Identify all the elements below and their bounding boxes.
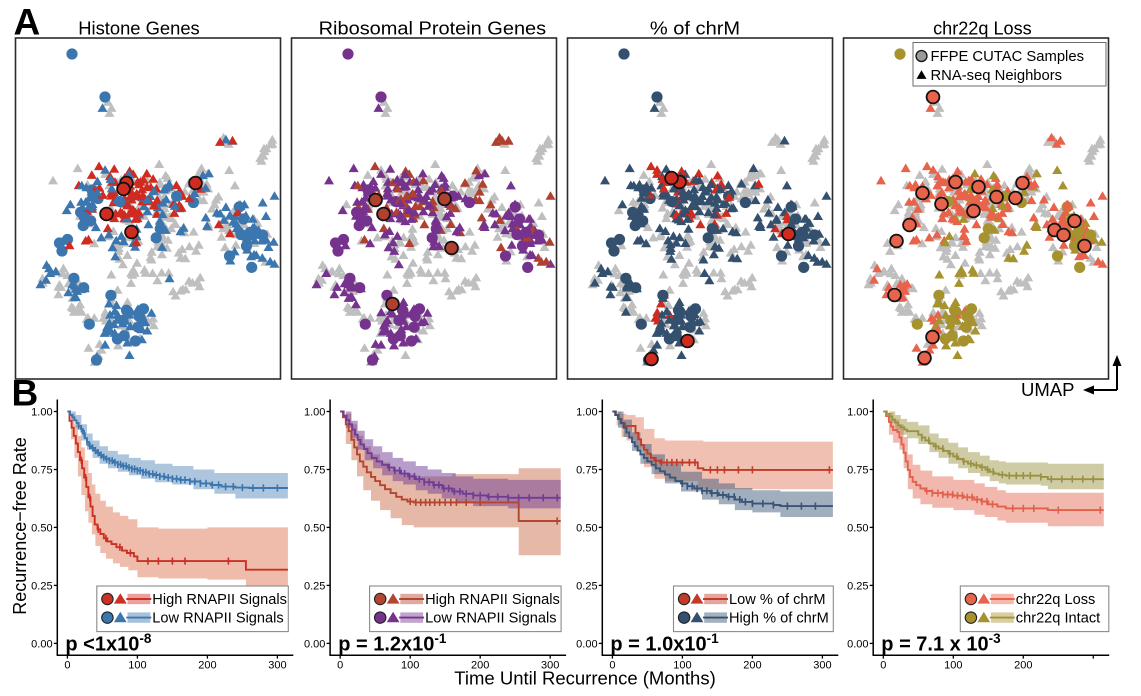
svg-text:0.25: 0.25 bbox=[31, 580, 52, 592]
svg-text:0.75: 0.75 bbox=[304, 465, 325, 477]
svg-text:A: A bbox=[14, 2, 41, 43]
svg-text:p = 7.1 x 10-3: p = 7.1 x 10-3 bbox=[881, 631, 1001, 656]
svg-text:300: 300 bbox=[268, 660, 286, 672]
svg-text:0.00: 0.00 bbox=[576, 638, 597, 650]
svg-text:FFPE CUTAC Samples: FFPE CUTAC Samples bbox=[931, 49, 1084, 65]
svg-text:300: 300 bbox=[813, 660, 831, 672]
svg-text:Low RNAPII Signals: Low RNAPII Signals bbox=[425, 611, 556, 627]
svg-text:100: 100 bbox=[401, 660, 419, 672]
svg-text:chr22q Loss: chr22q Loss bbox=[1016, 592, 1096, 608]
svg-text:0: 0 bbox=[880, 660, 886, 672]
svg-text:Time Until Recurrence (Months): Time Until Recurrence (Months) bbox=[454, 668, 715, 689]
svg-text:Ribosomal Protein Genes: Ribosomal Protein Genes bbox=[319, 19, 547, 39]
svg-text:200: 200 bbox=[1014, 660, 1032, 672]
svg-text:0.50: 0.50 bbox=[576, 522, 597, 534]
svg-text:0: 0 bbox=[64, 660, 70, 672]
svg-text:200: 200 bbox=[198, 660, 216, 672]
svg-text:0.75: 0.75 bbox=[576, 465, 597, 477]
svg-text:0: 0 bbox=[337, 660, 343, 672]
svg-text:RNA-seq Neighbors: RNA-seq Neighbors bbox=[931, 68, 1063, 84]
svg-text:200: 200 bbox=[743, 660, 761, 672]
svg-text:chr22q Loss: chr22q Loss bbox=[933, 19, 1032, 39]
svg-text:Recurrence−free Rate: Recurrence−free Rate bbox=[10, 437, 30, 615]
svg-text:0.25: 0.25 bbox=[576, 580, 597, 592]
svg-text:0.00: 0.00 bbox=[847, 638, 868, 650]
svg-text:1.00: 1.00 bbox=[576, 407, 597, 419]
svg-text:0.00: 0.00 bbox=[304, 638, 325, 650]
svg-text:0.50: 0.50 bbox=[31, 522, 52, 534]
svg-text:High RNAPII Signals: High RNAPII Signals bbox=[425, 592, 560, 608]
svg-text:0.50: 0.50 bbox=[847, 522, 868, 534]
svg-text:0.25: 0.25 bbox=[847, 580, 868, 592]
svg-text:0.75: 0.75 bbox=[31, 465, 52, 477]
svg-text:% of chrM: % of chrM bbox=[650, 19, 740, 39]
svg-text:Histone Genes: Histone Genes bbox=[78, 19, 200, 39]
svg-text:100: 100 bbox=[128, 660, 146, 672]
svg-text:1.00: 1.00 bbox=[304, 407, 325, 419]
svg-text:100: 100 bbox=[944, 660, 962, 672]
svg-text:0.50: 0.50 bbox=[304, 522, 325, 534]
svg-text:300: 300 bbox=[541, 660, 559, 672]
svg-text:UMAP: UMAP bbox=[1021, 379, 1074, 400]
svg-text:100: 100 bbox=[673, 660, 691, 672]
svg-text:p = 1.2x10-1: p = 1.2x10-1 bbox=[338, 631, 447, 656]
svg-text:p <1x10-8: p <1x10-8 bbox=[65, 631, 151, 656]
svg-text:0: 0 bbox=[609, 660, 615, 672]
svg-text:Low % of chrM: Low % of chrM bbox=[729, 592, 826, 608]
svg-text:0.25: 0.25 bbox=[304, 580, 325, 592]
svg-text:High RNAPII Signals: High RNAPII Signals bbox=[152, 592, 287, 608]
svg-text:chr22q Intact: chr22q Intact bbox=[1016, 611, 1100, 627]
svg-text:1.00: 1.00 bbox=[31, 407, 52, 419]
svg-text:Low RNAPII Signals: Low RNAPII Signals bbox=[152, 611, 283, 627]
svg-text:p = 1.0x10-1: p = 1.0x10-1 bbox=[610, 631, 719, 656]
svg-text:0.00: 0.00 bbox=[31, 638, 52, 650]
svg-text:High % of chrM: High % of chrM bbox=[729, 611, 829, 627]
svg-text:200: 200 bbox=[471, 660, 489, 672]
svg-text:1.00: 1.00 bbox=[847, 407, 868, 419]
svg-text:0.75: 0.75 bbox=[847, 465, 868, 477]
